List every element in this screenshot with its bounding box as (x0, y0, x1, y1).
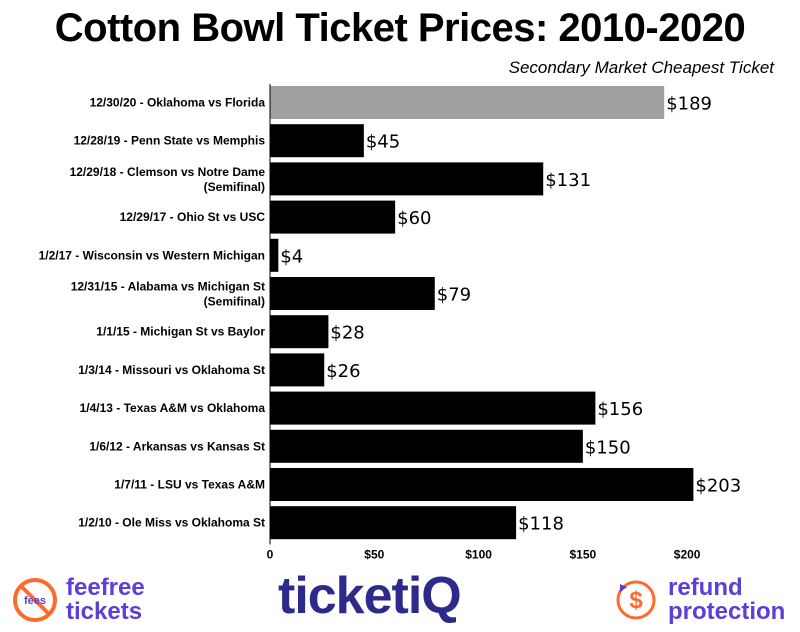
tickets-text: tickets (66, 598, 143, 625)
fees-icon-text: fees (24, 595, 46, 607)
bar-value-label: $79 (437, 285, 471, 306)
chart-subtitle: Secondary Market Cheapest Ticket (508, 58, 774, 77)
category-label: 1/3/14 - Missouri vs Oklahoma St (78, 363, 265, 377)
bar (270, 315, 329, 349)
bar-value-label: $4 (280, 246, 303, 267)
category-label: 12/30/20 - Oklahoma vs Florida (90, 96, 266, 110)
refund-dollar-icon: $ (616, 580, 656, 620)
bar (270, 277, 435, 310)
category-label: 1/4/13 - Texas A&M vs Oklahoma (80, 401, 266, 415)
bar-value-label: $150 (585, 437, 631, 458)
x-tick-label: $100 (465, 547, 492, 561)
bar-value-label: $131 (545, 170, 591, 191)
x-tick-label: $200 (674, 547, 701, 561)
category-label: 1/1/15 - Michigan St vs Baylor (96, 325, 265, 339)
bar-value-label: $28 (330, 323, 364, 344)
bar-value-label: $156 (597, 399, 643, 420)
refund-text: refund (668, 574, 743, 601)
bar (270, 429, 583, 463)
bar (270, 162, 544, 196)
category-label: 12/29/18 - Clemson vs Notre Dame (Semifin… (70, 165, 266, 194)
chart-title: Cotton Bowl Ticket Prices: 2010-2020 (54, 6, 746, 50)
footer-branding: fees feefree tickets ticketiQ $ refund p… (0, 566, 800, 632)
bar-value-label: $203 (695, 476, 741, 497)
bar (270, 200, 396, 234)
feefree-tickets-logo: fees feefree tickets (12, 572, 145, 628)
bar-value-label: $189 (666, 94, 712, 115)
category-label: 1/6/12 - Arkansas vs Kansas St (89, 439, 265, 453)
bar-value-label: $26 (326, 361, 360, 382)
bar (270, 353, 325, 387)
x-tick-label: $150 (570, 547, 597, 561)
x-tick-label: $50 (364, 547, 384, 561)
bar (270, 468, 694, 501)
category-label: 1/7/11 - LSU vs Texas A&M (114, 478, 265, 492)
bar-value-label: $60 (397, 208, 431, 229)
category-label: 1/2/10 - Ole Miss vs Oklahoma St (78, 516, 265, 530)
category-label: 12/29/17 - Ohio St vs USC (120, 210, 266, 224)
bar (270, 238, 279, 272)
bar (270, 124, 364, 158)
category-label: 1/2/17 - Wisconsin vs Western Michigan (39, 248, 265, 262)
protection-text: protection (668, 598, 786, 625)
refund-protection-logo: $ refund protection (614, 572, 785, 628)
category-label: 12/28/19 - Penn State vs Memphis (74, 134, 266, 148)
svg-text:$: $ (629, 587, 643, 614)
bar-value-label: $118 (518, 514, 564, 535)
bar-chart: $189 12/30/20 - Oklahoma vs Florida $45 12/… (39, 84, 741, 561)
category-label: 12/31/15 - Alabama vs Michigan St (Semifi… (71, 280, 265, 309)
bar (270, 506, 517, 540)
bar (270, 86, 665, 119)
bar-value-label: $45 (366, 132, 400, 153)
feefree-text: feefree (66, 574, 145, 601)
ticketiq-logo: ticketiQ (278, 567, 462, 625)
no-fees-icon: fees (13, 578, 57, 622)
bar (270, 391, 596, 425)
x-tick-label: 0 (267, 547, 274, 561)
